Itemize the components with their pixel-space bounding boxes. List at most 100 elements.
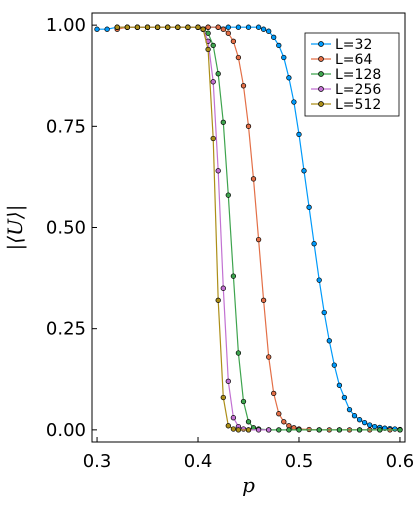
data-point <box>165 24 171 30</box>
series-l-256 <box>114 24 272 433</box>
y-axis-label: |⟨U⟩| <box>3 205 28 251</box>
data-point <box>205 30 211 36</box>
data-point <box>215 71 221 77</box>
data-point <box>356 417 363 423</box>
data-point <box>331 362 337 368</box>
y-tick-label: 0.50 <box>46 218 86 239</box>
x-tick-label: 0.6 <box>386 451 415 472</box>
data-point <box>205 46 211 53</box>
data-point <box>240 83 247 89</box>
data-point <box>397 427 403 433</box>
data-point <box>230 426 237 432</box>
y-tick-label: 1.00 <box>46 15 86 36</box>
y-tick-labels: 0.00 0.25 0.50 0.75 1.00 <box>46 15 97 441</box>
legend-marker <box>318 71 324 77</box>
data-point <box>276 411 282 417</box>
data-point <box>276 42 282 49</box>
data-point <box>372 423 378 430</box>
data-point <box>225 192 231 198</box>
legend-marker <box>318 101 324 107</box>
data-point <box>286 75 292 81</box>
data-point <box>346 406 353 413</box>
data-point <box>205 24 211 30</box>
data-point <box>240 398 247 405</box>
legend-marker <box>318 86 324 92</box>
data-point <box>225 378 231 384</box>
data-point <box>225 24 231 30</box>
data-point <box>245 427 252 433</box>
data-point <box>260 297 267 303</box>
legend-label: L=64 <box>335 52 372 68</box>
data-point <box>210 135 216 142</box>
data-point <box>351 413 358 419</box>
data-point <box>215 297 221 303</box>
data-point <box>220 394 226 401</box>
data-point <box>286 427 292 433</box>
data-point <box>255 236 262 243</box>
plot-area <box>94 24 403 433</box>
data-point <box>235 54 242 61</box>
data-point <box>255 24 262 30</box>
data-point <box>104 26 110 32</box>
data-point <box>336 382 343 388</box>
data-point <box>377 427 383 433</box>
data-point <box>245 24 252 30</box>
x-tick-label: 0.5 <box>285 451 314 472</box>
data-point <box>240 426 247 432</box>
data-point <box>225 30 231 36</box>
series-l-512 <box>114 24 252 433</box>
data-point <box>316 277 322 283</box>
plot-frame <box>91 12 406 443</box>
legend-label: L=512 <box>335 97 381 113</box>
data-point <box>271 34 277 40</box>
data-point <box>341 394 348 401</box>
data-point <box>306 204 312 210</box>
data-point <box>296 131 302 138</box>
data-point <box>291 99 297 105</box>
data-point <box>144 24 151 30</box>
data-point <box>230 273 237 279</box>
data-point <box>321 309 327 316</box>
y-tick-label: 0.00 <box>46 420 86 441</box>
data-point <box>215 168 221 174</box>
x-axis-label: p <box>242 473 255 497</box>
data-point <box>301 168 307 174</box>
data-point <box>235 24 242 30</box>
data-point <box>245 419 252 425</box>
data-point <box>235 427 242 433</box>
y-tick-label: 0.25 <box>46 319 86 340</box>
data-point <box>250 176 257 182</box>
data-point <box>230 38 237 44</box>
data-point <box>311 241 317 247</box>
series-line <box>117 26 249 431</box>
data-point <box>260 26 267 32</box>
legend-marker <box>318 56 324 62</box>
data-point <box>230 415 237 421</box>
data-point <box>210 42 216 49</box>
data-point <box>255 427 262 433</box>
data-point <box>210 79 216 85</box>
data-point <box>271 390 277 397</box>
data-point <box>392 426 398 432</box>
data-point <box>235 350 242 356</box>
legend-label: L=256 <box>335 82 381 98</box>
data-point <box>114 24 120 30</box>
data-point <box>225 423 231 429</box>
legend-label: L=128 <box>335 67 381 83</box>
x-tick-labels: 0.3 0.4 0.5 0.6 <box>83 437 415 472</box>
data-point <box>220 26 226 32</box>
data-point <box>367 422 373 428</box>
legend-marker <box>318 41 324 47</box>
x-tick-label: 0.4 <box>184 451 213 472</box>
data-point <box>316 427 322 433</box>
legend-label: L=32 <box>335 37 372 53</box>
data-point <box>154 24 161 30</box>
data-point <box>356 427 363 433</box>
data-point <box>281 54 287 61</box>
data-point <box>195 24 201 30</box>
data-point <box>296 427 302 433</box>
data-point <box>124 24 130 30</box>
data-point <box>336 427 343 433</box>
